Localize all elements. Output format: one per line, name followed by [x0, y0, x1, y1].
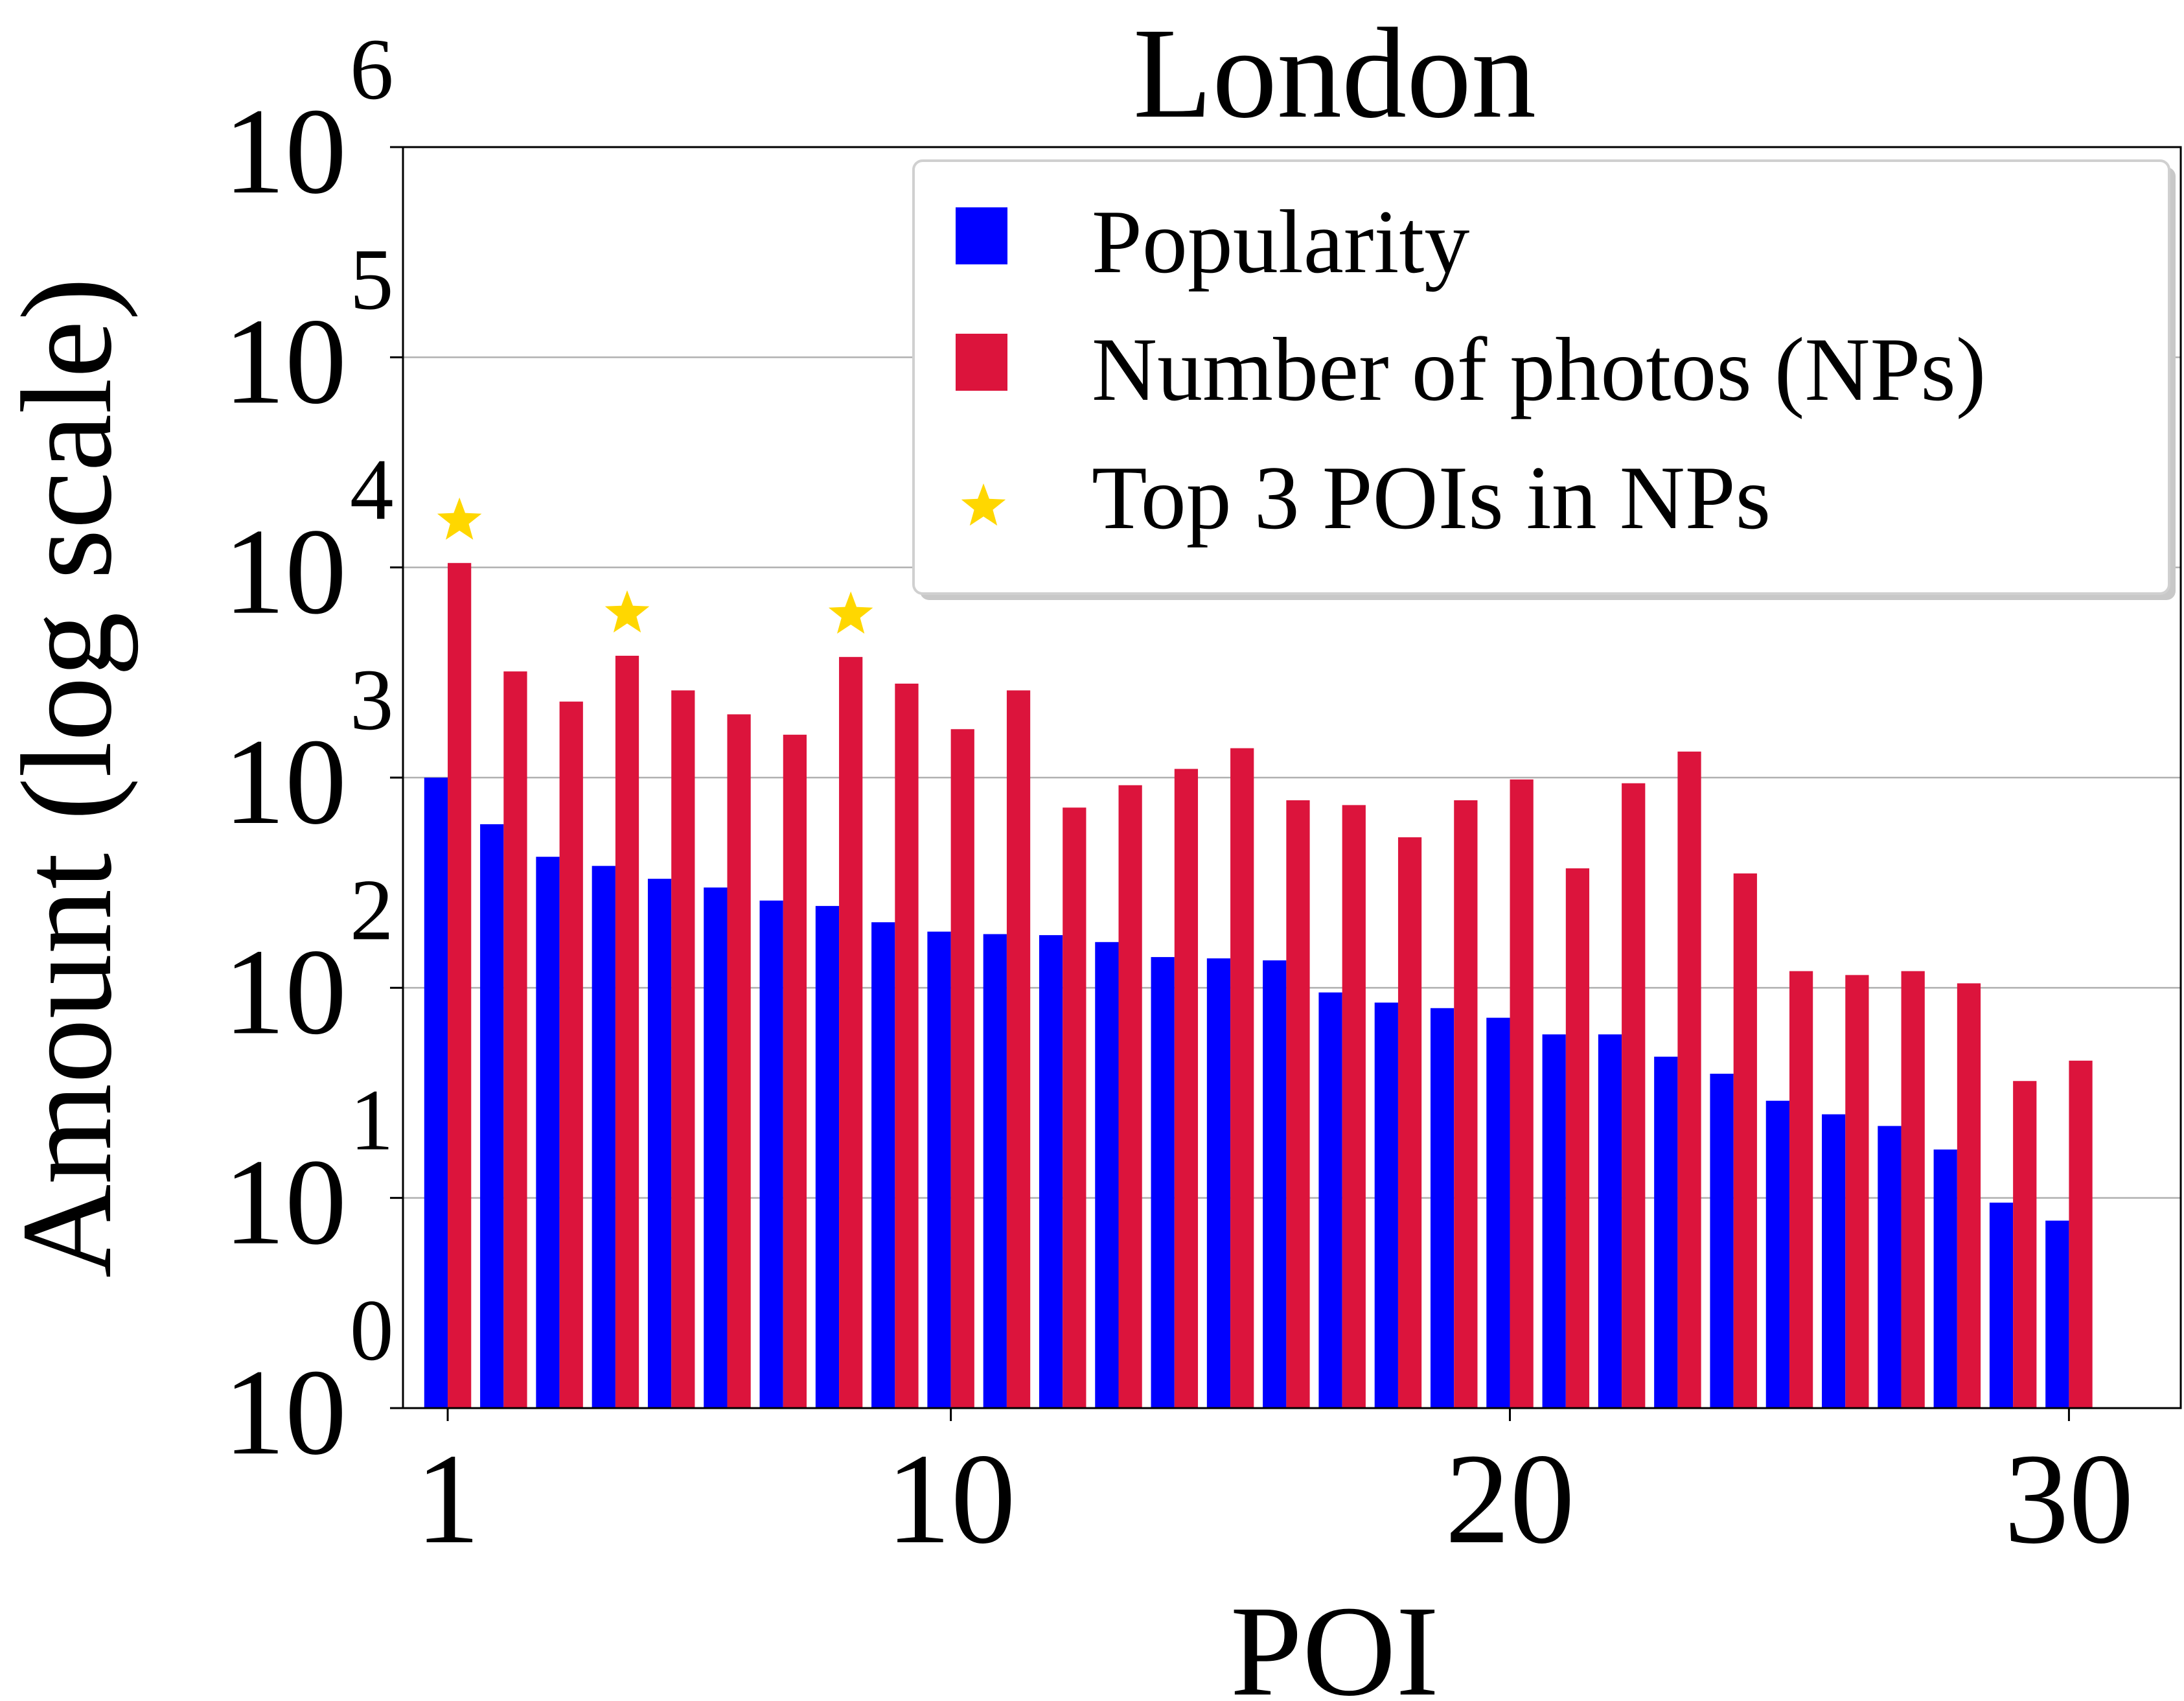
x-axis: 1 10 20 30 — [415, 1408, 2133, 1571]
bar-popularity — [1430, 1008, 1454, 1408]
bar-nps — [1957, 983, 1981, 1408]
bar-popularity — [1206, 958, 1231, 1408]
bar-popularity — [592, 866, 615, 1408]
legend-label-nps: Number of photos (NPs) — [1092, 319, 1986, 420]
y-tick-label: 10 — [224, 294, 347, 430]
y-tick-label: 10 — [224, 504, 347, 640]
legend-label-popularity: Popularity — [1092, 192, 1469, 292]
legend-star-icon — [961, 483, 1006, 526]
bar-popularity — [704, 887, 728, 1408]
bar-nps — [1230, 748, 1254, 1408]
bar-popularity — [927, 931, 951, 1408]
bar-popularity — [871, 922, 895, 1408]
y-tick-label: 10 — [224, 1345, 347, 1481]
bar-popularity — [1263, 960, 1287, 1408]
bar-popularity — [1654, 1056, 1678, 1408]
bar-nps — [1063, 807, 1086, 1408]
y-tick-label: 10 — [224, 924, 347, 1060]
bar-nps — [1733, 873, 1757, 1408]
bar-popularity — [983, 934, 1007, 1408]
bar-nps — [1006, 690, 1031, 1408]
bar-popularity — [1710, 1073, 1734, 1408]
bar-nps — [615, 655, 639, 1409]
y-tick-exponent: 0 — [350, 1282, 394, 1379]
bar-nps — [1174, 769, 1199, 1408]
x-tick-label: 1 — [415, 1428, 480, 1571]
bar-popularity — [1765, 1100, 1789, 1408]
bar-nps — [1510, 779, 1534, 1408]
y-tick-exponent: 2 — [350, 862, 394, 958]
bar-popularity — [1878, 1126, 1902, 1408]
x-tick-label: 20 — [1445, 1428, 1575, 1571]
bar-popularity — [1374, 1002, 1398, 1408]
y-tick-label: 10 — [224, 1135, 347, 1271]
bar-nps — [2069, 1060, 2093, 1408]
bar-popularity — [536, 857, 560, 1408]
legend: Popularity Number of photos (NPs) Top 3 … — [912, 159, 2176, 600]
y-tick-label: 10 — [224, 84, 347, 220]
legend-label-top3: Top 3 POIs in NPs — [1092, 448, 1771, 548]
legend-star — [961, 483, 1006, 526]
y-tick-label: 10 — [224, 714, 347, 850]
bar-nps — [559, 701, 583, 1408]
bar-popularity — [759, 900, 783, 1408]
bar-popularity — [1822, 1114, 1846, 1408]
bar-popularity — [815, 906, 840, 1408]
bar-nps — [783, 734, 807, 1408]
bar-popularity — [1989, 1202, 2014, 1408]
top3-star — [828, 591, 873, 634]
bar-nps — [671, 690, 695, 1408]
bar-nps — [1397, 837, 1422, 1408]
bar-nps — [503, 671, 527, 1408]
bar-nps — [1118, 785, 1142, 1408]
x-tick-label: 10 — [886, 1428, 1016, 1571]
bar-nps — [2013, 1081, 2037, 1408]
bar-nps — [895, 683, 919, 1408]
bar-popularity — [1933, 1149, 1957, 1408]
bar-popularity — [1542, 1034, 1566, 1408]
bar-nps — [1677, 751, 1701, 1408]
bar-popularity — [1039, 935, 1063, 1408]
bar-nps — [1622, 783, 1646, 1408]
bar-nps — [839, 656, 863, 1408]
bar-nps — [1901, 971, 1925, 1408]
bar-popularity — [1318, 992, 1342, 1408]
bar-popularity — [2045, 1220, 2069, 1408]
y-tick-exponent: 1 — [350, 1072, 394, 1169]
top3-star — [437, 497, 482, 540]
bars — [424, 562, 2093, 1409]
y-tick-exponent: 4 — [350, 442, 394, 538]
bar-popularity — [1151, 956, 1175, 1408]
top3-stars — [437, 497, 873, 634]
bar-popularity — [1486, 1017, 1510, 1408]
bar-nps — [1789, 971, 1813, 1408]
bar-popularity — [647, 879, 672, 1408]
bar-nps — [1565, 868, 1590, 1408]
bar-nps — [1845, 975, 1869, 1408]
bar-popularity — [1095, 942, 1119, 1408]
bar-nps — [1286, 800, 1310, 1408]
bar-nps — [727, 714, 751, 1408]
x-axis-label: POI — [1230, 1580, 1439, 1701]
top3-star — [604, 590, 650, 633]
bar-nps — [1342, 805, 1366, 1408]
chart-title: London — [1133, 2, 1536, 145]
y-tick-exponent: 5 — [350, 231, 394, 328]
bar-popularity — [1598, 1034, 1622, 1408]
y-tick-exponent: 6 — [350, 21, 394, 118]
x-tick-label: 30 — [2004, 1428, 2133, 1571]
bar-nps — [950, 729, 974, 1408]
bar-popularity — [480, 824, 504, 1408]
y-axis-label: Amount (log scale) — [0, 277, 139, 1278]
legend-swatch-nps — [956, 334, 1007, 391]
bar-nps — [448, 562, 472, 1409]
bar-nps — [1454, 800, 1478, 1408]
bar-popularity — [424, 778, 448, 1408]
legend-swatch-popularity — [956, 207, 1007, 264]
y-tick-exponent: 3 — [350, 652, 394, 748]
